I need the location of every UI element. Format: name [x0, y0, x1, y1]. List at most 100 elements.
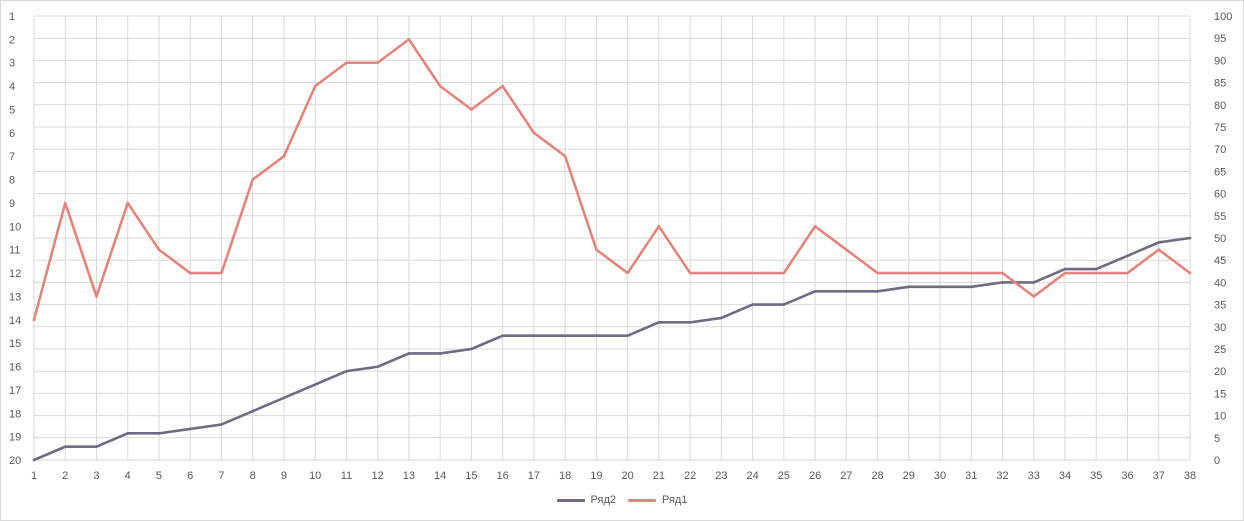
data-point — [1094, 267, 1098, 271]
right-axis-tick-label: 65 — [1214, 166, 1226, 178]
right-axis-tick-label: 85 — [1214, 78, 1226, 90]
x-axis-tick-label: 36 — [1121, 470, 1133, 482]
data-point — [32, 458, 36, 462]
data-point — [813, 289, 817, 293]
x-axis-tick-label: 8 — [250, 470, 256, 482]
right-axis-tick-label: 10 — [1214, 411, 1226, 423]
left-axis-tick-label: 14 — [9, 315, 21, 327]
x-axis-tick-label: 18 — [559, 470, 571, 482]
right-axis-tick-label: 60 — [1214, 189, 1226, 201]
x-axis-tick-label: 38 — [1184, 470, 1196, 482]
data-point — [126, 432, 130, 435]
left-axis-tick-label: 9 — [9, 198, 15, 210]
x-axis-tick-label: 20 — [621, 470, 633, 482]
data-point — [938, 271, 942, 275]
x-axis-tick-label: 27 — [840, 470, 852, 482]
data-point — [688, 271, 692, 275]
x-axis-tick-label: 29 — [903, 470, 915, 482]
data-point — [220, 271, 223, 275]
left-axis-tick-label: 8 — [9, 175, 15, 187]
data-point — [1157, 241, 1161, 244]
x-axis-tick-label: 23 — [715, 470, 727, 482]
data-point — [95, 445, 98, 448]
legend-item-series-1: Ряд1 — [628, 494, 687, 506]
data-point — [1032, 295, 1036, 298]
data-point — [438, 352, 442, 355]
data-point — [1032, 281, 1036, 284]
data-point — [438, 84, 442, 88]
data-point — [876, 271, 879, 275]
x-axis-tick-label: 21 — [653, 470, 665, 482]
data-point — [563, 154, 567, 158]
data-point — [501, 334, 504, 337]
right-axis-tick-label: 100 — [1214, 11, 1232, 23]
x-axis-tick-label: 4 — [125, 470, 131, 482]
x-axis-tick-label: 33 — [1028, 470, 1040, 482]
data-point — [1126, 271, 1129, 275]
left-axis-tick-label: 13 — [9, 291, 21, 303]
data-point — [626, 271, 629, 275]
data-point — [1001, 281, 1004, 284]
left-axis-tick-label: 12 — [9, 268, 21, 280]
data-point — [969, 285, 973, 289]
data-point — [501, 84, 504, 88]
right-axis-tick-label: 25 — [1214, 344, 1226, 356]
data-point — [845, 289, 848, 293]
right-axis-tick-label: 95 — [1214, 33, 1226, 45]
data-point — [157, 432, 161, 435]
left-axis-tick-label: 17 — [9, 385, 21, 397]
legend-swatch-series-2 — [556, 498, 585, 502]
data-point — [845, 248, 848, 251]
legend-label-series-1: Ряд1 — [662, 494, 688, 506]
data-point — [1188, 271, 1192, 275]
x-axis-tick-label: 1 — [31, 470, 37, 482]
data-point — [595, 248, 598, 251]
x-axis-tick-label: 14 — [434, 470, 446, 482]
right-axis-tick-label: 75 — [1214, 122, 1226, 134]
x-axis-tick-label: 31 — [965, 470, 977, 482]
right-axis-tick-label: 15 — [1214, 388, 1226, 400]
data-point — [907, 271, 911, 275]
data-point — [95, 295, 98, 298]
x-axis-tick-label: 26 — [809, 470, 821, 482]
data-point — [751, 303, 754, 306]
x-axis-tick-label: 24 — [746, 470, 758, 482]
data-point — [1094, 271, 1098, 275]
data-point — [126, 201, 130, 205]
data-point — [345, 61, 348, 65]
x-axis-tick-label: 17 — [528, 470, 540, 482]
right-axis-tick-label: 35 — [1214, 300, 1226, 312]
data-point — [32, 318, 36, 322]
left-axis-tick-label: 19 — [9, 432, 21, 444]
data-point — [1001, 271, 1004, 275]
data-point — [626, 334, 629, 337]
data-point — [720, 271, 723, 275]
x-axis-tick-label: 11 — [341, 470, 352, 482]
data-point — [407, 38, 411, 41]
data-point — [313, 84, 317, 88]
data-point — [313, 383, 317, 386]
data-point — [782, 271, 786, 275]
x-axis-tick-label: 7 — [218, 470, 224, 482]
data-point — [532, 334, 536, 337]
data-point — [470, 347, 473, 351]
legend-label-series-2: Ряд2 — [590, 494, 616, 506]
left-axis-tick-label: 2 — [9, 34, 15, 46]
data-point — [188, 271, 192, 275]
right-axis-tick-label: 80 — [1214, 100, 1226, 112]
data-point — [1063, 267, 1067, 271]
data-point — [907, 285, 911, 289]
x-axis-tick-label: 2 — [62, 470, 68, 482]
x-axis-tick-label: 25 — [778, 470, 790, 482]
data-point — [282, 154, 286, 158]
data-point — [782, 303, 786, 306]
data-point — [1063, 271, 1067, 275]
left-axis-tick-label: 5 — [9, 104, 15, 116]
left-axis-tick-label: 7 — [9, 151, 15, 163]
data-point — [63, 201, 67, 205]
right-axis-tick-label: 0 — [1214, 455, 1220, 467]
left-axis-tick-label: 11 — [9, 245, 20, 257]
data-point — [188, 427, 192, 431]
legend: Ряд2 Ряд1 — [1, 494, 1243, 506]
